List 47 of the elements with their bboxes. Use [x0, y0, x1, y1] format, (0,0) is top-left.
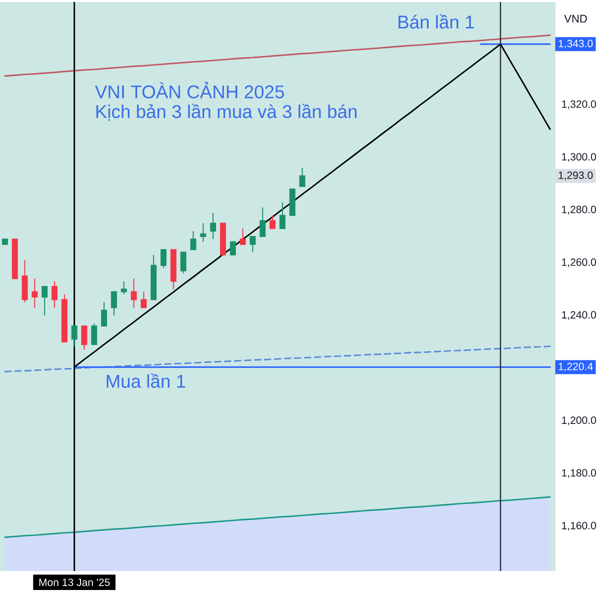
y-tick-label: 1,160.0: [562, 522, 596, 531]
candlestick: [220, 222, 226, 256]
y-tick-label: 1,200.0: [562, 416, 596, 426]
candlestick: [2, 238, 8, 245]
candlestick: [61, 294, 68, 342]
candlestick: [12, 238, 18, 280]
candlestick: [120, 280, 127, 295]
candlestick: [101, 302, 108, 327]
y-tick-label: 1,240.0: [562, 311, 596, 320]
candlestick: [190, 230, 196, 250]
data-label: 1,343.0: [558, 40, 593, 48]
candlestick: [130, 278, 137, 308]
candlestick: [230, 241, 236, 256]
data-label: 1,220.4: [558, 362, 593, 372]
candlestick: [200, 222, 206, 242]
y-axis-title: VND: [564, 14, 587, 23]
candlestick: [52, 280, 58, 308]
candlestick: [110, 291, 117, 316]
candlestick: [42, 286, 48, 316]
candlestick: [260, 206, 266, 237]
candlestick: [150, 254, 157, 300]
candlestick: [270, 214, 276, 230]
candlestick: [32, 278, 38, 308]
candlestick: [240, 228, 246, 245]
y-tick-label: 1,280.0: [562, 206, 596, 214]
candlestick: [279, 202, 286, 230]
annotation: Mua lần 1: [106, 374, 186, 388]
candlestick: [170, 249, 176, 290]
candlestick: [91, 322, 98, 345]
candlestick: [140, 291, 147, 308]
y-tick-label: 1,300.0: [562, 153, 596, 162]
candlestick: [210, 212, 216, 240]
candlestick: [299, 167, 306, 187]
candlestick: [160, 249, 167, 269]
text: VNI TOÀN CẢNH 2025: [94, 82, 284, 98]
x-tick-label: Mon 13 Jan '25: [39, 578, 110, 586]
candlestick: [180, 252, 186, 274]
y-tick-label: 1,320.0: [562, 100, 596, 110]
candlestick: [289, 188, 296, 216]
candlestick: [71, 326, 78, 348]
text: 1,293.0: [558, 172, 593, 180]
y-tick-label: 1,260.0: [562, 258, 596, 268]
text: Kịch bản 3 lần mua và 3 lần bán: [96, 104, 357, 121]
candlestick: [22, 260, 28, 303]
candlestick: [250, 236, 256, 253]
annotation: Bán lần 1: [398, 14, 474, 29]
y-tick-label: 1,180.0: [562, 469, 596, 478]
